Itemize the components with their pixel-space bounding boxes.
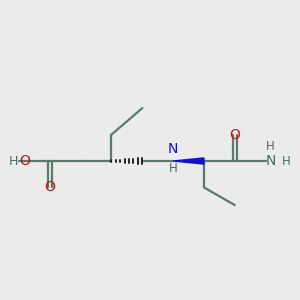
Text: H: H: [282, 154, 291, 167]
Text: N: N: [266, 154, 276, 168]
Text: H: H: [169, 162, 178, 175]
Text: H: H: [8, 154, 18, 167]
Text: H: H: [266, 140, 274, 153]
Text: O: O: [20, 154, 30, 168]
Polygon shape: [173, 158, 204, 164]
Text: O: O: [44, 180, 55, 194]
Text: O: O: [229, 128, 240, 142]
Text: N: N: [168, 142, 178, 155]
